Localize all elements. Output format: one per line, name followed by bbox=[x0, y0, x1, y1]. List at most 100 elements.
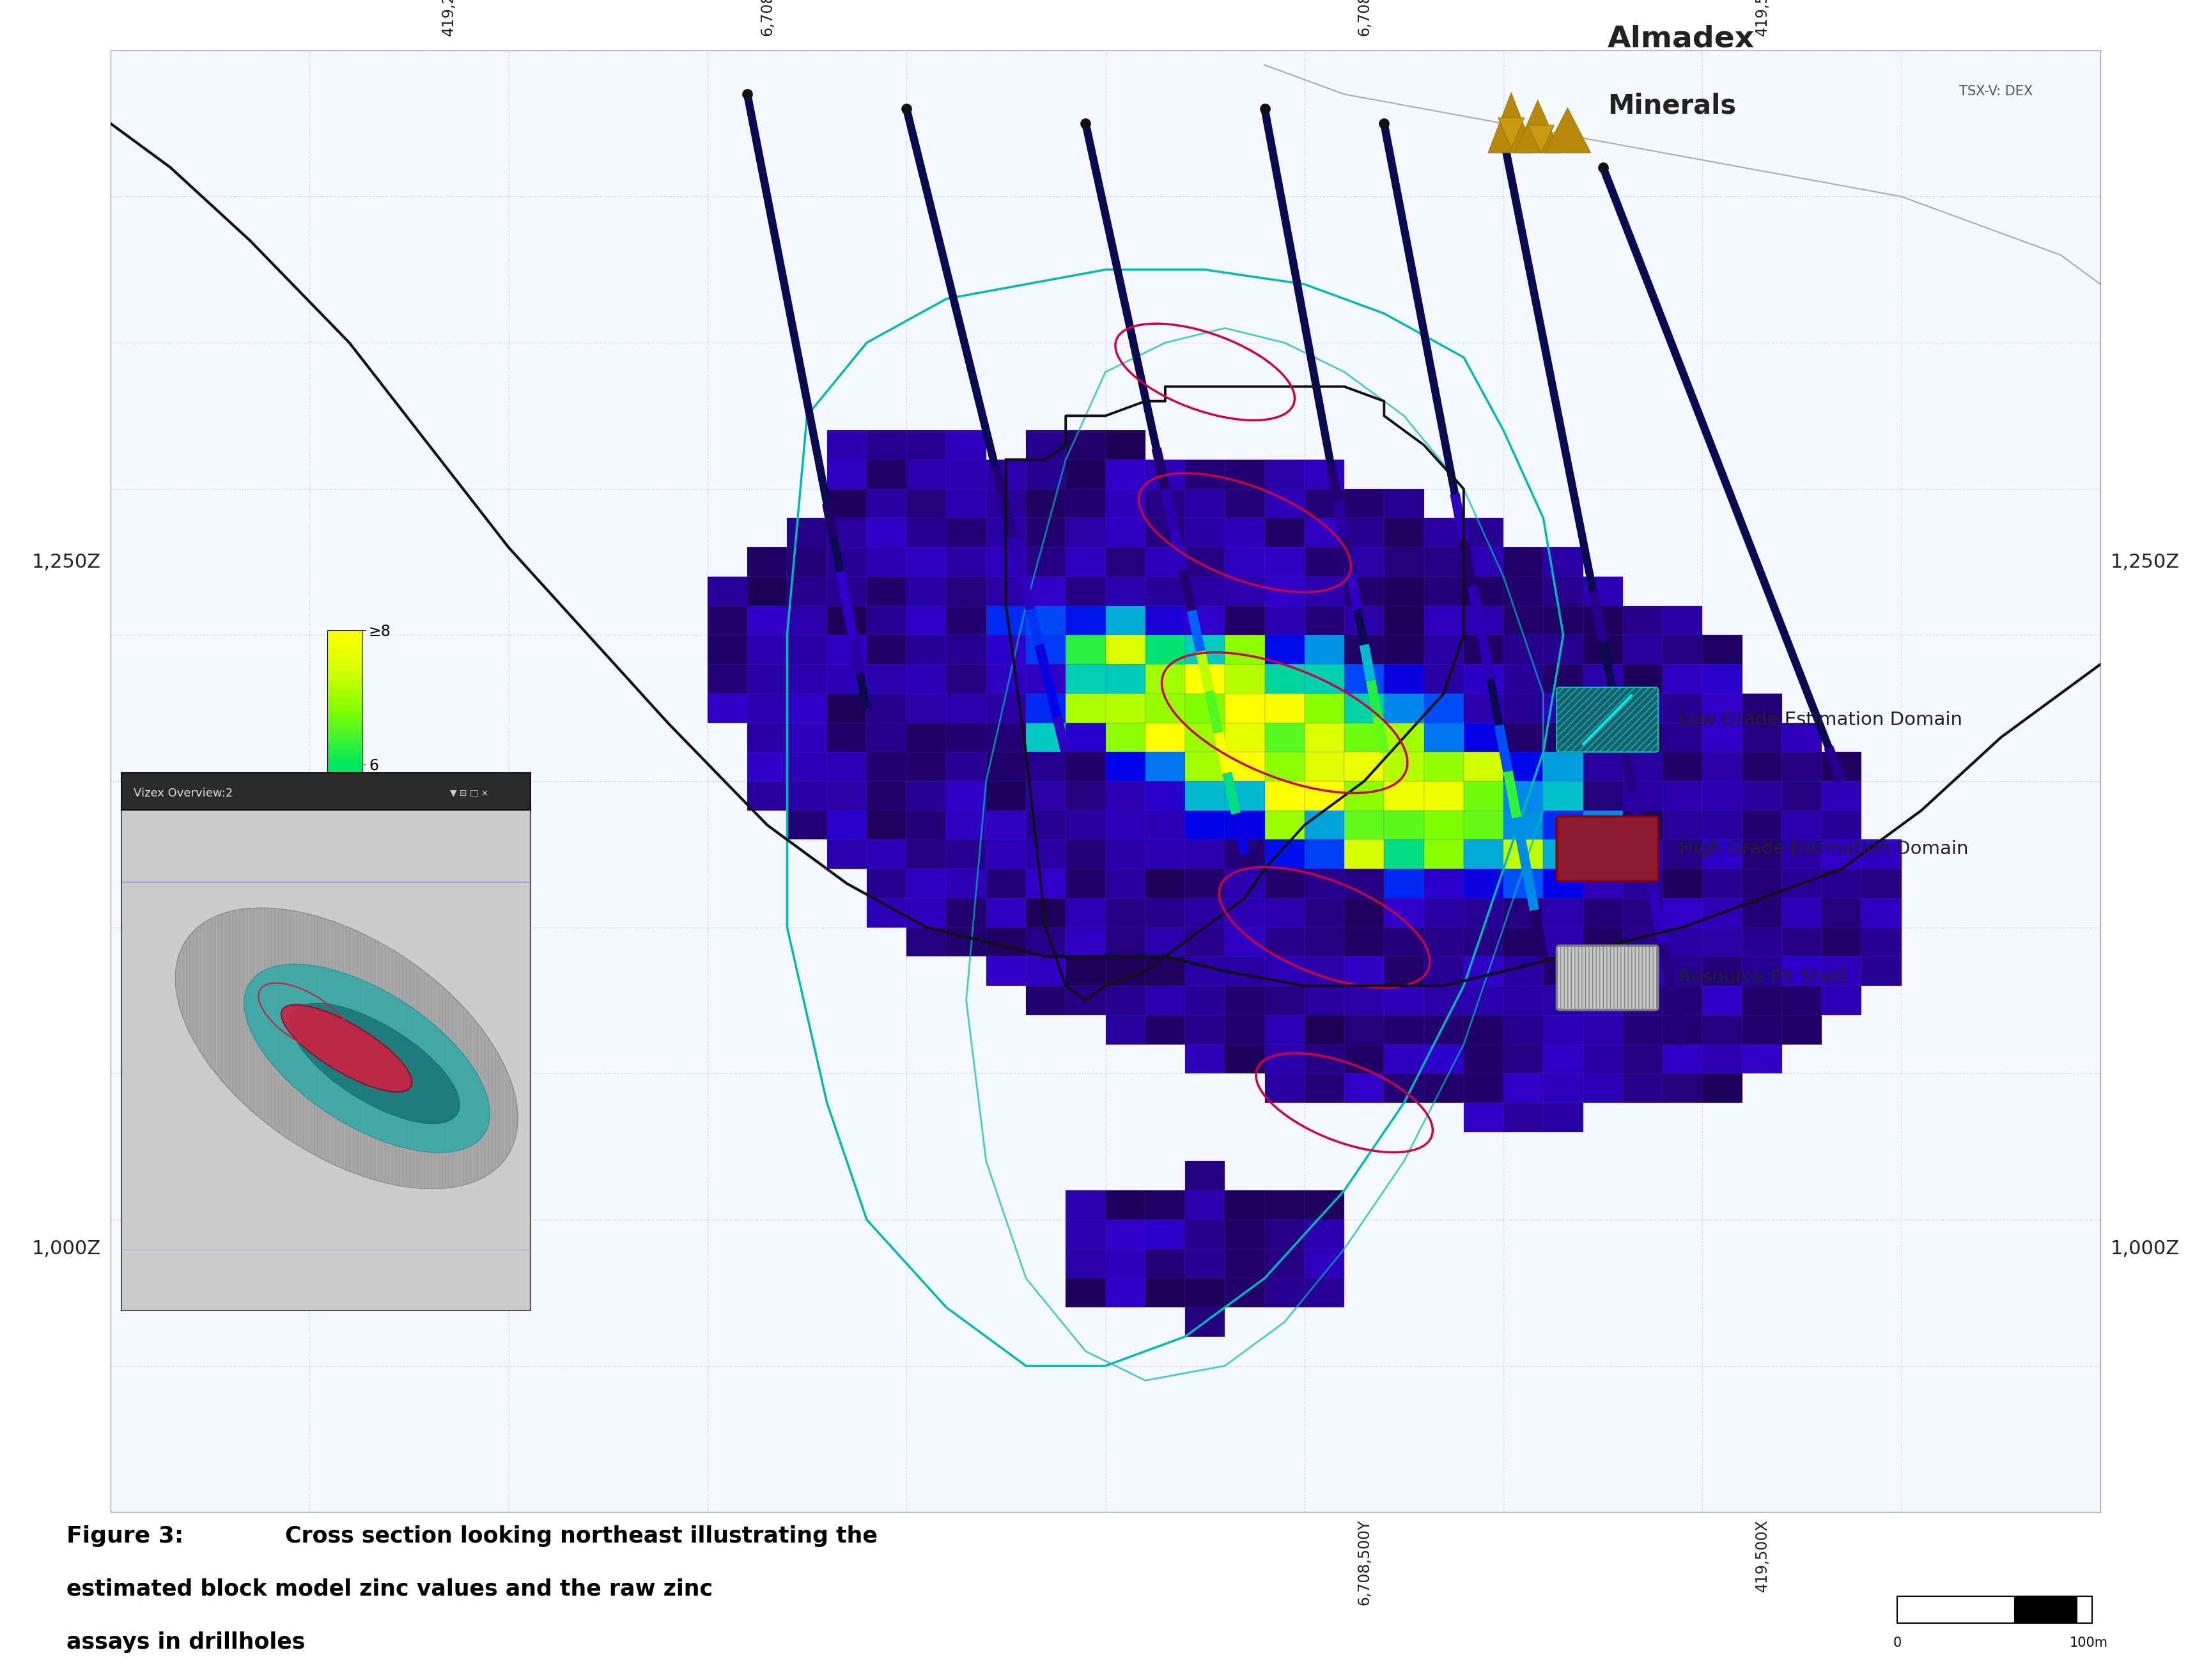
Bar bbox=[1185, 489, 1225, 517]
Bar bbox=[1503, 753, 1543, 781]
Bar bbox=[1265, 1045, 1304, 1074]
Bar bbox=[946, 576, 986, 606]
Bar bbox=[1265, 899, 1304, 927]
Bar bbox=[1344, 489, 1384, 517]
Bar bbox=[986, 489, 1026, 517]
Bar bbox=[1384, 1074, 1424, 1102]
Bar bbox=[1304, 664, 1344, 694]
Bar bbox=[1503, 635, 1543, 664]
Bar bbox=[787, 576, 827, 606]
Bar bbox=[1225, 986, 1265, 1015]
Bar bbox=[1583, 1015, 1623, 1045]
Bar bbox=[1702, 810, 1742, 840]
Bar bbox=[867, 460, 907, 489]
Bar bbox=[787, 722, 827, 753]
Bar bbox=[1225, 517, 1265, 548]
Bar bbox=[986, 810, 1026, 840]
Bar bbox=[1464, 517, 1503, 548]
Bar bbox=[1145, 489, 1185, 517]
Bar bbox=[1304, 899, 1344, 927]
Bar bbox=[1106, 548, 1145, 576]
Text: assays in drillholes: assays in drillholes bbox=[66, 1631, 305, 1653]
Bar bbox=[1185, 1015, 1225, 1045]
Bar bbox=[1503, 606, 1543, 635]
Bar bbox=[986, 927, 1026, 956]
Bar bbox=[1145, 810, 1185, 840]
Bar bbox=[1862, 840, 1901, 869]
Bar bbox=[1543, 1015, 1583, 1045]
Bar bbox=[787, 548, 827, 576]
Bar bbox=[1344, 635, 1384, 664]
Bar bbox=[946, 664, 986, 694]
Bar bbox=[1424, 927, 1464, 956]
Bar bbox=[1742, 927, 1782, 956]
Polygon shape bbox=[1488, 92, 1534, 153]
Bar bbox=[1344, 810, 1384, 840]
Bar bbox=[1503, 956, 1543, 986]
Bar bbox=[1424, 694, 1464, 722]
Bar bbox=[1185, 869, 1225, 899]
Bar bbox=[827, 548, 867, 576]
Bar bbox=[1304, 956, 1344, 986]
Bar bbox=[1424, 753, 1464, 781]
Bar bbox=[1265, 840, 1304, 869]
Bar bbox=[1464, 1015, 1503, 1045]
Bar bbox=[1464, 781, 1503, 810]
Text: 1,250Z: 1,250Z bbox=[31, 553, 102, 571]
Bar bbox=[1384, 517, 1424, 548]
Bar bbox=[1742, 869, 1782, 899]
Bar bbox=[1424, 986, 1464, 1015]
Bar bbox=[946, 694, 986, 722]
Bar bbox=[1265, 1278, 1304, 1307]
Bar bbox=[1185, 927, 1225, 956]
Bar bbox=[1225, 694, 1265, 722]
Bar bbox=[1623, 781, 1663, 810]
Bar bbox=[1026, 606, 1066, 635]
Bar bbox=[1066, 517, 1106, 548]
Bar bbox=[747, 781, 787, 810]
Bar bbox=[1464, 986, 1503, 1015]
Bar bbox=[1225, 956, 1265, 986]
Bar bbox=[1583, 840, 1623, 869]
Bar bbox=[986, 956, 1026, 986]
Bar bbox=[1822, 927, 1862, 956]
Bar bbox=[1185, 664, 1225, 694]
Bar bbox=[1304, 1278, 1344, 1307]
Bar bbox=[1464, 722, 1503, 753]
Bar bbox=[1344, 1015, 1384, 1045]
Bar bbox=[907, 606, 946, 635]
Bar bbox=[747, 722, 787, 753]
Bar bbox=[1185, 956, 1225, 986]
Bar bbox=[1106, 635, 1145, 664]
Bar bbox=[1583, 899, 1623, 927]
Bar bbox=[1702, 956, 1742, 986]
Bar bbox=[1782, 899, 1822, 927]
Bar bbox=[1344, 517, 1384, 548]
Bar bbox=[867, 576, 907, 606]
Bar bbox=[1185, 1045, 1225, 1074]
Ellipse shape bbox=[281, 1005, 411, 1092]
Bar bbox=[1145, 840, 1185, 869]
Bar bbox=[1503, 694, 1543, 722]
Bar bbox=[827, 694, 867, 722]
Bar bbox=[1663, 927, 1702, 956]
Bar bbox=[986, 576, 1026, 606]
Bar bbox=[1384, 664, 1424, 694]
Bar bbox=[1822, 840, 1862, 869]
Polygon shape bbox=[1543, 108, 1592, 153]
Bar bbox=[1623, 635, 1663, 664]
Bar bbox=[946, 810, 986, 840]
Bar bbox=[1384, 956, 1424, 986]
Bar bbox=[907, 927, 946, 956]
Bar bbox=[1304, 694, 1344, 722]
Bar bbox=[1862, 899, 1901, 927]
Bar bbox=[1543, 840, 1583, 869]
Bar bbox=[1225, 460, 1265, 489]
Bar bbox=[1344, 781, 1384, 810]
Bar bbox=[867, 489, 907, 517]
Bar bbox=[1145, 927, 1185, 956]
Bar bbox=[1145, 869, 1185, 899]
Bar bbox=[1185, 1278, 1225, 1307]
Text: 0: 0 bbox=[1893, 1636, 1901, 1650]
Bar bbox=[1066, 899, 1106, 927]
